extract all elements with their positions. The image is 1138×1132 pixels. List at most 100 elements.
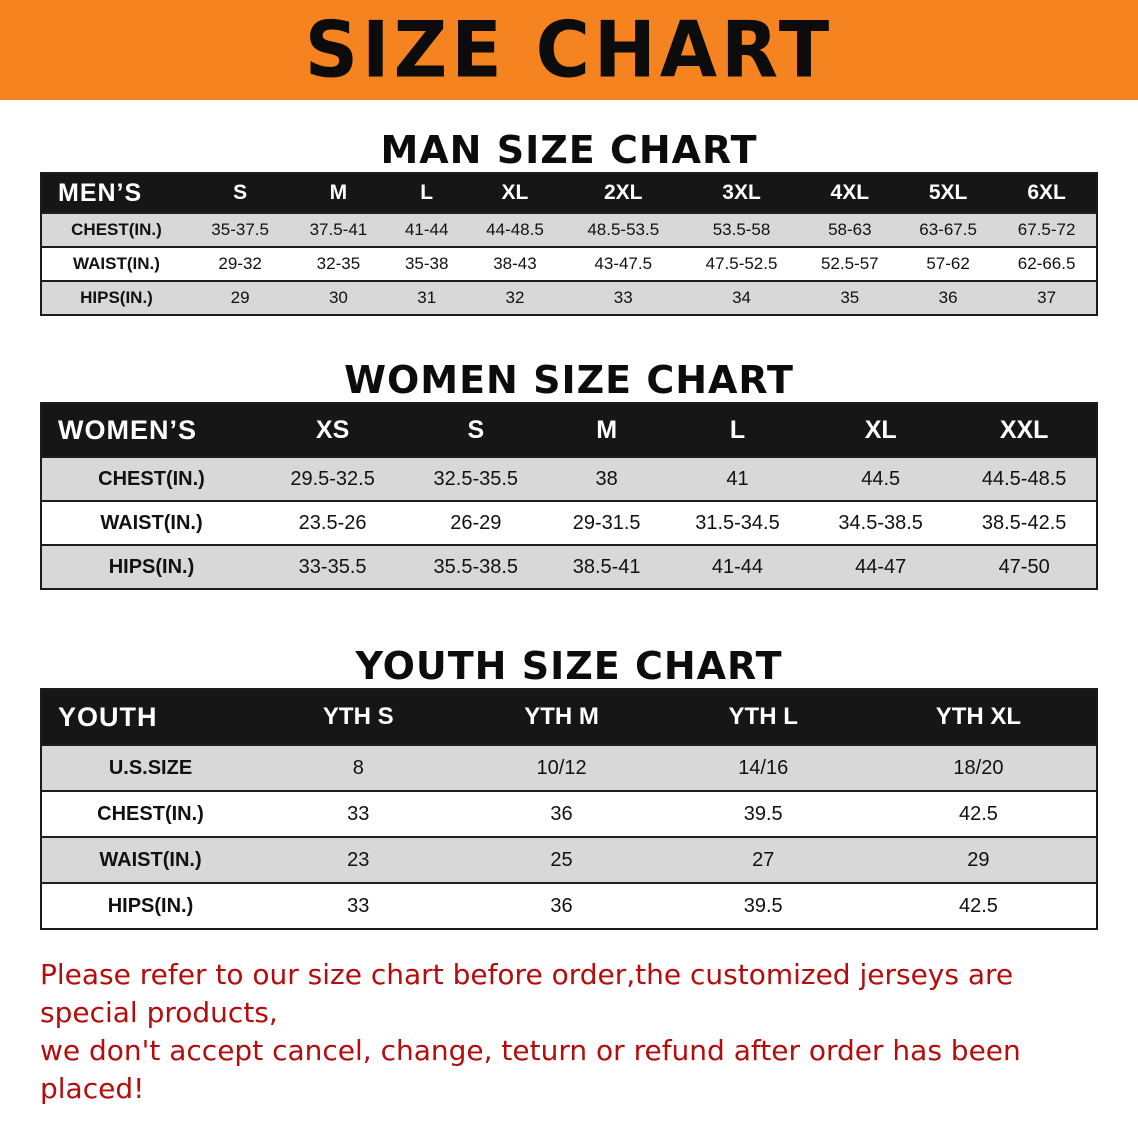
- measurement-value: 42.5: [958, 802, 998, 825]
- measurement-value: 63-67.5: [919, 220, 977, 239]
- measurement-value: 30: [328, 288, 348, 307]
- size-column-header: XL: [809, 403, 953, 457]
- measurement-label: HIPS(IN.): [108, 555, 195, 578]
- header-row: WOMEN’S XS S M L XL XXL: [41, 403, 1097, 457]
- measurement-value: 52.5-57: [820, 254, 879, 273]
- measurement-value: 27: [752, 848, 775, 871]
- measurement-value: 44.5-48.5: [981, 467, 1067, 490]
- measurement-value: 23: [347, 848, 370, 871]
- size-column-header: XL: [465, 173, 565, 213]
- measurement-value: 33: [347, 894, 370, 917]
- size-column-header: 6XL: [997, 173, 1097, 213]
- size-column-header: M: [547, 403, 666, 457]
- measurement-value: 34: [732, 288, 751, 307]
- measurement-value: 37.5-41: [309, 220, 368, 239]
- banner: SIZE CHART: [0, 0, 1138, 100]
- measurement-value: 29: [967, 848, 990, 871]
- size-chart-page: SIZE CHART MAN SIZE CHART MEN’S S M L XL 2XL 3…: [0, 0, 1138, 1105]
- size-column-header: YTH XL: [860, 689, 1097, 745]
- measurement-value: 35.5-38.5: [433, 555, 519, 578]
- measurement-value: 39.5: [743, 802, 783, 825]
- youth-size-table: YOUTH YTH S YTH M YTH L YTH XL U.S.SIZE 8 10/12…: [40, 688, 1098, 930]
- measurement-value: 32-35: [316, 254, 361, 273]
- measurement-value: 38-43: [493, 254, 537, 273]
- measurement-value: 53.5-58: [712, 220, 771, 239]
- table-group-label: WOMEN’S: [41, 403, 261, 457]
- measurement-label: WAIST(IN.): [73, 254, 160, 273]
- measurement-value: 36: [550, 802, 573, 825]
- measurement-value: 26-29: [450, 511, 502, 534]
- measurement-row: HIPS(IN.) 33 36 39.5 42.5: [41, 883, 1097, 929]
- measurement-value: 43-47.5: [594, 254, 653, 273]
- measurement-value: 36: [938, 288, 958, 307]
- measurement-value: 18/20: [953, 756, 1004, 779]
- measurement-label: WAIST(IN.): [100, 511, 203, 534]
- measurement-row: HIPS(IN.) 29 30 31 32 33 34 35 36 37: [41, 281, 1097, 315]
- men-size-section: MAN SIZE CHART MEN’S S M L XL 2XL 3XL 4XL 5XL 6XL…: [0, 128, 1138, 316]
- measurement-value: 35: [840, 288, 860, 307]
- measurement-value: 47.5-52.5: [705, 254, 778, 273]
- size-column-header: 2XL: [564, 173, 683, 213]
- men-size-chart-heading: MAN SIZE CHART: [380, 128, 758, 172]
- measurement-value: 31: [417, 288, 437, 307]
- measurement-value: 10/12: [536, 756, 587, 779]
- measurement-value: 42.5: [958, 894, 998, 917]
- measurement-row: U.S.SIZE 8 10/12 14/16 18/20: [41, 745, 1097, 791]
- measurement-value: 44-47: [855, 555, 907, 578]
- measurement-value: 38: [595, 467, 618, 490]
- women-size-chart-heading: WOMEN SIZE CHART: [344, 358, 794, 402]
- measurement-value: 47-50: [998, 555, 1050, 578]
- measurement-label: HIPS(IN.): [80, 288, 153, 307]
- size-column-header: 4XL: [800, 173, 899, 213]
- women-size-section: WOMEN SIZE CHART WOMEN’S XS S M L XL XXL CHEST(…: [0, 358, 1138, 590]
- measurement-value: 41: [726, 467, 749, 490]
- measurement-label: CHEST(IN.): [71, 220, 162, 239]
- size-column-header: S: [404, 403, 548, 457]
- measurement-value: 8: [352, 756, 364, 779]
- header-row: MEN’S S M L XL 2XL 3XL 4XL 5XL 6XL: [41, 173, 1097, 213]
- page-title: SIZE CHART: [304, 4, 834, 96]
- table-group-label: MEN’S: [41, 173, 191, 213]
- measurement-row: WAIST(IN.) 29-32 32-35 35-38 38-43 43-47.5 47.…: [41, 247, 1097, 281]
- size-column-header: L: [387, 173, 466, 213]
- men-size-table: MEN’S S M L XL 2XL 3XL 4XL 5XL 6XL CHEST(IN.) 35-37…: [40, 172, 1098, 316]
- measurement-value: 34.5-38.5: [838, 511, 923, 534]
- measurement-value: 33-35.5: [298, 555, 367, 578]
- measurement-value: 58-63: [828, 220, 872, 239]
- measurement-value: 32: [505, 288, 525, 307]
- measurement-row: WAIST(IN.) 23.5-26 26-29 29-31.5 31.5-34.5 34…: [41, 501, 1097, 545]
- measurement-label: WAIST(IN.): [99, 848, 202, 871]
- measurement-value: 67.5-72: [1017, 220, 1076, 239]
- measurement-value: 14/16: [738, 756, 789, 779]
- measurement-value: 44-48.5: [486, 220, 544, 239]
- measurement-label: U.S.SIZE: [108, 756, 193, 779]
- size-column-header: YTH M: [457, 689, 666, 745]
- measurement-value: 57-62: [926, 254, 970, 273]
- size-column-header: XXL: [952, 403, 1097, 457]
- size-column-header: XS: [261, 403, 405, 457]
- measurement-value: 48.5-53.5: [587, 220, 660, 239]
- measurement-value: 35-38: [404, 254, 449, 273]
- size-column-header: S: [191, 173, 290, 213]
- measurement-value: 32.5-35.5: [433, 467, 519, 490]
- measurement-value: 23.5-26: [298, 511, 367, 534]
- measurement-row: CHEST(IN.) 33 36 39.5 42.5: [41, 791, 1097, 837]
- measurement-value: 29-32: [218, 254, 262, 273]
- measurement-value: 41-44: [711, 555, 764, 578]
- measurement-value: 38.5-42.5: [981, 511, 1067, 534]
- youth-size-section: YOUTH SIZE CHART YOUTH YTH S YTH M YTH L YTH…: [0, 644, 1138, 930]
- measurement-value: 62-66.5: [1017, 254, 1076, 273]
- table-group-label: YOUTH: [41, 689, 259, 745]
- measurement-value: 35-37.5: [211, 220, 269, 239]
- measurement-value: 37: [1037, 288, 1057, 307]
- measurement-row: CHEST(IN.) 29.5-32.5 32.5-35.5 38 41 44.5 44.5…: [41, 457, 1097, 501]
- women-size-table: WOMEN’S XS S M L XL XXL CHEST(IN.) 29.5-32.5 32.5…: [40, 402, 1098, 590]
- size-column-header: 3XL: [682, 173, 801, 213]
- youth-size-chart-heading: YOUTH SIZE CHART: [355, 644, 783, 688]
- measurement-value: 29.5-32.5: [290, 467, 375, 490]
- measurement-value: 29-31.5: [572, 511, 641, 534]
- measurement-label: HIPS(IN.): [107, 894, 194, 917]
- measurement-value: 38.5-41: [572, 555, 641, 578]
- measurement-row: HIPS(IN.) 33-35.5 35.5-38.5 38.5-41 41-44 44-…: [41, 545, 1097, 589]
- disclaimer-line-1: Please refer to our size chart before or…: [40, 958, 1014, 1029]
